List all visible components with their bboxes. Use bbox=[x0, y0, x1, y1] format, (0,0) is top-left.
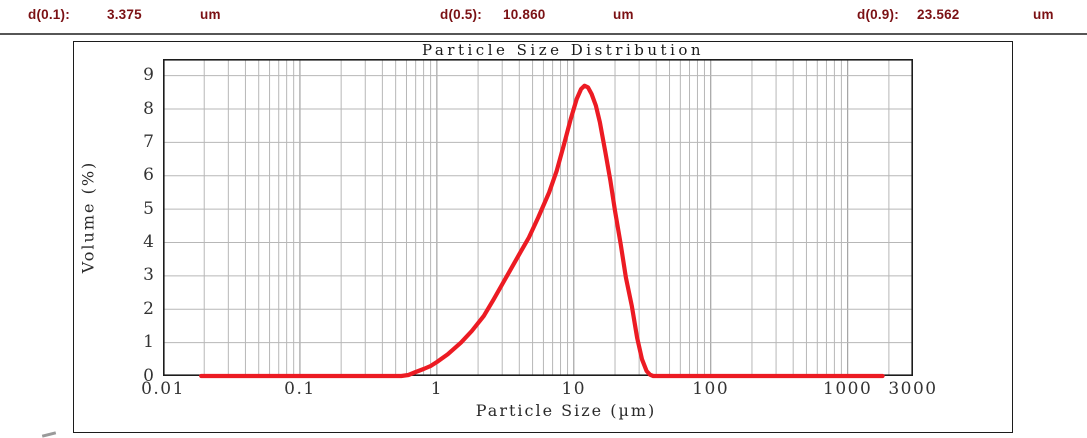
d90-value: 23.562 bbox=[917, 7, 960, 22]
y-tick-label: 4 bbox=[143, 232, 154, 253]
x-tick-label: 0.1 bbox=[284, 379, 316, 399]
plot-border bbox=[163, 59, 914, 376]
distribution-curve bbox=[199, 83, 885, 379]
d90-unit: um bbox=[1033, 7, 1054, 22]
y-tick-label: 1 bbox=[143, 332, 154, 353]
plot-area bbox=[163, 59, 914, 379]
y-tick-label: 9 bbox=[143, 65, 154, 86]
y-tick-label: 5 bbox=[143, 198, 154, 219]
chart-title: Particle Size Distribution bbox=[421, 41, 705, 59]
d50-value: 10.860 bbox=[503, 7, 546, 22]
x-tick-label: 100 bbox=[692, 379, 730, 399]
x-tick-label: 10 bbox=[561, 379, 587, 399]
x-tick-label: 1 bbox=[430, 379, 444, 399]
d50-label: d(0.5): bbox=[440, 7, 482, 22]
d90-label: d(0.9): bbox=[857, 7, 899, 22]
d10-value: 3.375 bbox=[107, 7, 142, 22]
distribution-chart bbox=[163, 59, 914, 379]
header-separator-line bbox=[0, 33, 1087, 35]
y-tick-label: 6 bbox=[143, 165, 154, 186]
y-tick-label: 3 bbox=[143, 265, 154, 286]
y-tick-label: 8 bbox=[143, 98, 154, 119]
x-tick-label: 3000 bbox=[888, 379, 938, 399]
x-tick-label: 1000 bbox=[823, 379, 873, 399]
y-tick-label: 2 bbox=[143, 298, 154, 319]
d50-unit: um bbox=[613, 7, 634, 22]
x-tick-label: 0.01 bbox=[141, 379, 185, 399]
y-tick-label: 0 bbox=[143, 365, 154, 386]
x-axis-title: Particle Size (µm) bbox=[475, 401, 657, 420]
page-edge-artifact bbox=[41, 431, 57, 438]
d10-unit: um bbox=[200, 7, 221, 22]
y-axis-title: Volume (%) bbox=[78, 160, 98, 274]
d10-label: d(0.1): bbox=[28, 7, 70, 22]
y-tick-label: 7 bbox=[143, 131, 154, 152]
